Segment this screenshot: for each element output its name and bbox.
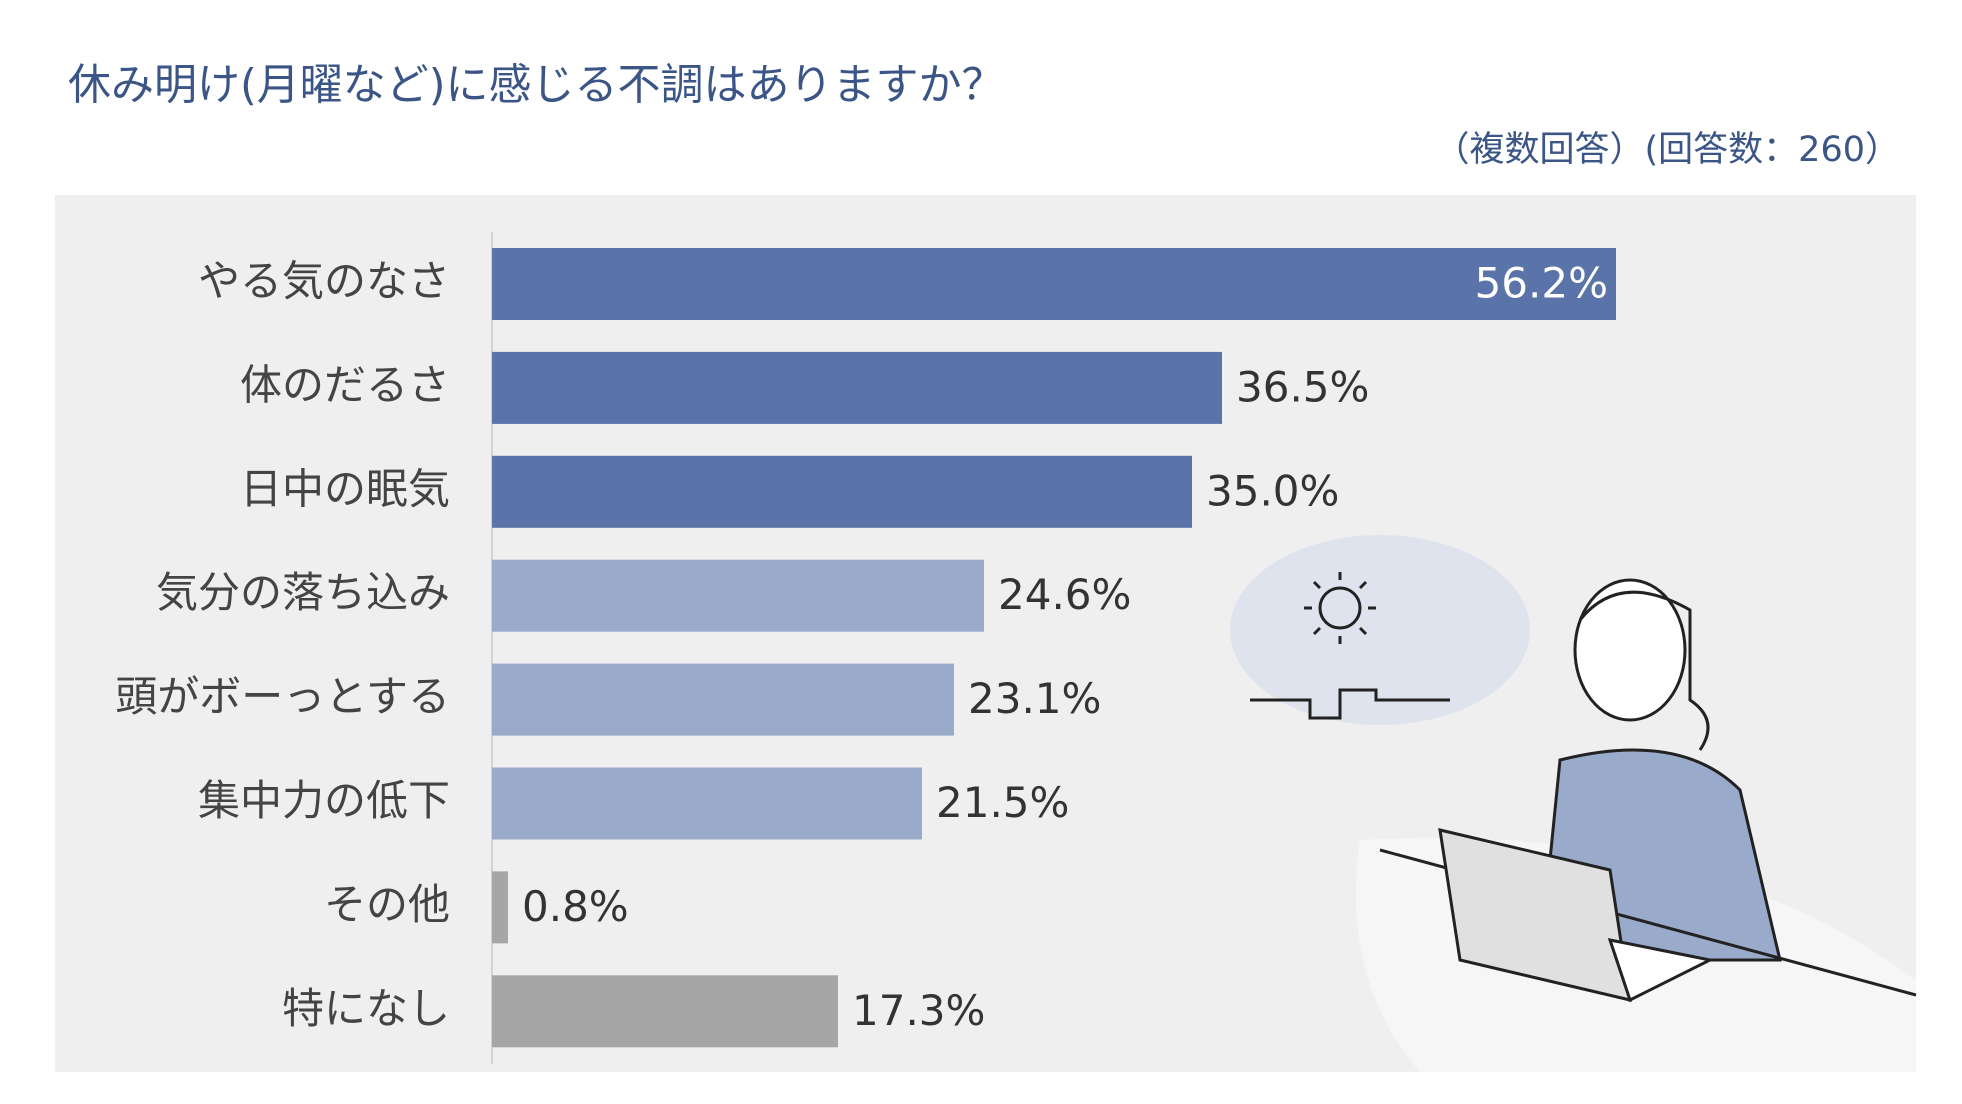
y-tick-label: 特になし [282,984,450,1033]
value-label: 35.0% [1206,466,1339,515]
y-tick-label: 集中力の低下 [198,776,450,825]
bar [492,455,1192,528]
chart-title: 休み明け(月曜など)に感じる不調はありますか？ [68,61,1005,111]
y-tick-label: 日中の眠気 [240,464,450,513]
bar [492,975,838,1048]
y-tick-label: 体のだるさ [240,360,450,409]
value-label: 36.5% [1236,362,1369,411]
bar [492,351,1222,424]
value-label: 21.5% [936,778,1069,827]
value-label: 0.8% [522,882,629,931]
illustration [1230,535,1917,1072]
bar [492,871,508,944]
bar [492,248,1616,320]
bar [492,767,922,840]
y-tick-label: やる気のなさ [198,257,450,306]
bar [492,559,984,632]
value-label: 56.2% [1475,259,1608,308]
y-tick-label: 気分の落ち込み [156,568,450,617]
value-label: 24.6% [998,570,1131,619]
chart-subtitle: （複数回答）(回答数：260） [1435,130,1900,170]
bar [492,663,954,736]
value-label: 17.3% [852,986,985,1035]
value-label: 23.1% [968,674,1101,723]
y-tick-label: 頭がボーっとする [115,672,450,721]
y-tick-label: その他 [324,880,450,929]
